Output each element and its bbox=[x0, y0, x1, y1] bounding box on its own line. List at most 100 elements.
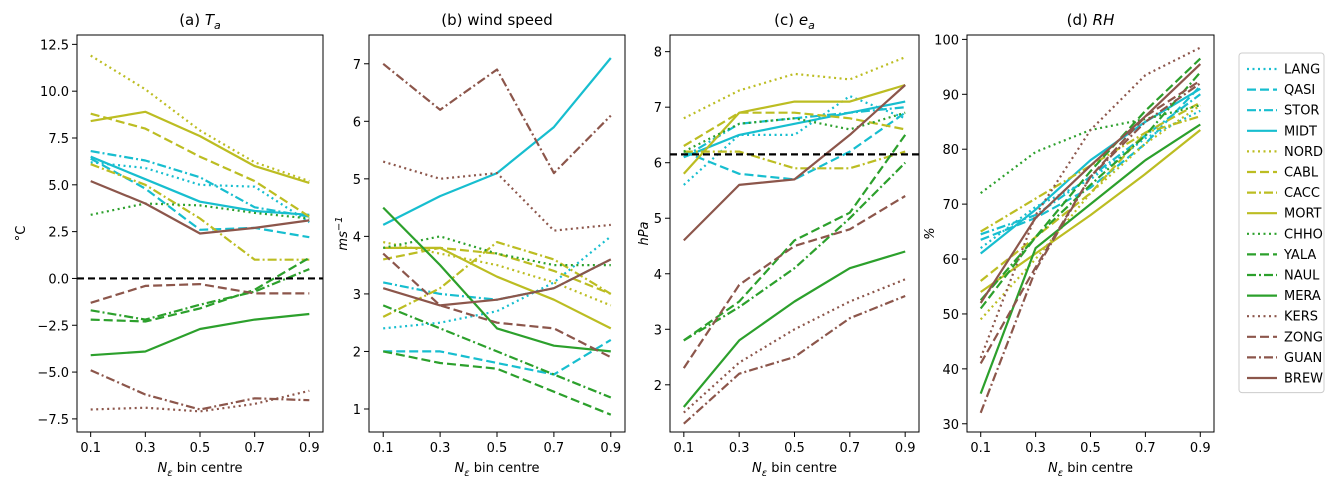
series-line-midt bbox=[980, 87, 1201, 255]
y-tick-label: 2.5 bbox=[48, 226, 69, 241]
series-line-mort bbox=[90, 110, 310, 184]
series-line-mera bbox=[382, 206, 611, 353]
x-tick-label: 0.1 bbox=[80, 441, 101, 456]
legend-label: GUAN bbox=[1284, 351, 1322, 366]
series-line-chho bbox=[382, 235, 611, 267]
x-tick-label: 0.1 bbox=[373, 441, 394, 456]
series-line-midt bbox=[382, 57, 612, 226]
legend-item-yala: YALA bbox=[1247, 248, 1316, 263]
series-line-kers bbox=[382, 160, 611, 232]
legend-label: BREW bbox=[1284, 372, 1323, 387]
series-line-cabl bbox=[90, 112, 310, 218]
chart-panel-1: −7.5 −5.0 −2.5 0.0 2.5 5.0 7.5 10.0 12.5 0.1 0.3 0.… bbox=[14, 11, 324, 479]
series-line-cacc bbox=[90, 163, 310, 261]
series-line-zong bbox=[90, 283, 310, 304]
series-line-guan bbox=[979, 82, 1201, 414]
legend-label: CHHO bbox=[1284, 227, 1323, 242]
legend-item-cacc: CACC bbox=[1247, 186, 1320, 201]
axes-frame bbox=[669, 34, 920, 433]
x-tick-label: 0.7 bbox=[544, 441, 565, 456]
y-tick-label: 100 bbox=[934, 33, 959, 48]
legend-label: MIDT bbox=[1284, 124, 1317, 139]
series-line-chho bbox=[90, 202, 310, 220]
y-tick-label: 5.0 bbox=[48, 179, 69, 194]
series-line-zong bbox=[382, 252, 612, 359]
x-tick-label: 0.9 bbox=[895, 441, 916, 456]
y-tick-label: 80 bbox=[942, 143, 959, 158]
series-line-cacc bbox=[683, 150, 906, 170]
series-line-brew bbox=[382, 258, 612, 307]
legend-label: MERA bbox=[1284, 289, 1321, 304]
series-line-naul bbox=[979, 71, 1202, 301]
y-tick-label: 60 bbox=[942, 253, 959, 268]
x-tick-label: 0.3 bbox=[729, 441, 750, 456]
y-tick-label: 3 bbox=[654, 323, 662, 338]
y-tick-label: 70 bbox=[942, 198, 959, 213]
x-axis-label: Nε bin centre bbox=[752, 461, 837, 479]
y-axis-label: % bbox=[923, 227, 938, 239]
series-line-cacc bbox=[382, 241, 612, 318]
y-tick-label: 7 bbox=[654, 101, 662, 116]
series-line-cabl bbox=[980, 101, 1201, 282]
y-tick-label: −5.0 bbox=[37, 366, 69, 381]
series-line-guan bbox=[90, 369, 310, 411]
x-tick-label: 0.5 bbox=[784, 441, 805, 456]
y-axis-label: °C bbox=[14, 226, 29, 242]
y-tick-label: 50 bbox=[942, 308, 959, 323]
y-tick-label: 6 bbox=[654, 157, 662, 172]
x-axis-label: Nε bin centre bbox=[1048, 461, 1133, 479]
series-line-guan bbox=[683, 294, 906, 425]
legend-label: KERS bbox=[1284, 310, 1318, 325]
legend-label: ZONG bbox=[1284, 330, 1323, 345]
series-line-brew bbox=[979, 63, 1202, 304]
y-tick-label: 3 bbox=[353, 288, 361, 303]
y-tick-label: 90 bbox=[942, 88, 959, 103]
legend-label: NORD bbox=[1284, 145, 1323, 160]
y-tick-label: 6 bbox=[353, 115, 361, 130]
legend-item-guan: GUAN bbox=[1247, 351, 1322, 366]
series-line-guan bbox=[382, 62, 612, 175]
legend-item-mort: MORT bbox=[1247, 207, 1322, 222]
legend-item-brew: BREW bbox=[1247, 372, 1323, 387]
series-line-lang bbox=[90, 161, 310, 224]
legend-frame bbox=[1238, 52, 1325, 394]
x-tick-label: 0.1 bbox=[673, 441, 694, 456]
y-tick-label: 40 bbox=[942, 363, 959, 378]
legend-item-naul: NAUL bbox=[1247, 269, 1320, 284]
x-tick-label: 0.5 bbox=[190, 441, 211, 456]
series-line-chho bbox=[683, 111, 906, 153]
chart-title: (b) wind speed bbox=[441, 11, 553, 29]
series-line-lang bbox=[683, 94, 906, 186]
series-line-kers bbox=[90, 389, 310, 413]
y-axis-label: hPa bbox=[637, 221, 652, 245]
legend-label: MORT bbox=[1284, 207, 1322, 222]
x-tick-label: 0.9 bbox=[1190, 441, 1211, 456]
series-line-mera bbox=[682, 250, 906, 408]
series-line-yala bbox=[90, 256, 310, 323]
series-line-mort bbox=[980, 129, 1201, 293]
series-line-naul bbox=[382, 304, 612, 399]
series-line-qasi bbox=[683, 111, 906, 181]
x-tick-label: 0.7 bbox=[1135, 441, 1156, 456]
legend-item-mera: MERA bbox=[1247, 289, 1321, 304]
x-axis-label: Nε bin centre bbox=[157, 461, 242, 479]
series-line-kers bbox=[979, 46, 1201, 359]
x-tick-label: 0.7 bbox=[839, 441, 860, 456]
series-line-zong bbox=[682, 195, 906, 369]
x-tick-label: 0.9 bbox=[600, 441, 621, 456]
y-tick-label: 10.0 bbox=[40, 85, 69, 100]
x-tick-label: 0.3 bbox=[1025, 441, 1046, 456]
y-tick-label: 2 bbox=[353, 345, 361, 360]
chart-panel-4: 30 40 50 60 70 80 90 100 0.1 0.3 0.5 0.7 0.9 (d) RH Nε… bbox=[923, 11, 1215, 479]
y-tick-label: 8 bbox=[654, 46, 662, 61]
y-tick-label: 0.0 bbox=[48, 272, 69, 287]
x-axis-label: Nε bin centre bbox=[454, 461, 539, 479]
legend-item-qasi: QASI bbox=[1247, 83, 1315, 98]
chart-panel-2: 1 2 3 4 5 6 7 0.1 0.3 0.5 0.7 0.9 (b) wind speed Nε b… bbox=[334, 11, 626, 479]
series-line-qasi bbox=[383, 338, 612, 376]
legend-item-chho: CHHO bbox=[1247, 227, 1323, 242]
series-line-naul bbox=[90, 268, 310, 321]
y-tick-label: 7 bbox=[353, 58, 361, 73]
y-tick-label: 12.5 bbox=[40, 38, 69, 53]
series-line-cacc bbox=[980, 115, 1201, 233]
